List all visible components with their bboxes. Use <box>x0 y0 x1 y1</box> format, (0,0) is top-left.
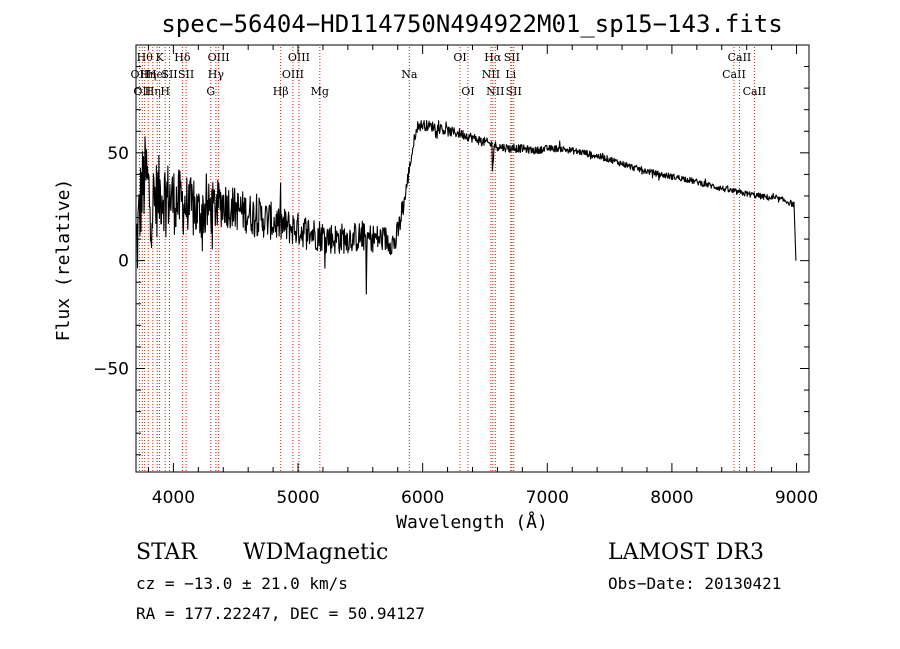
axis-ticks: 4000 5000 6000 7000 8000 9000 −50 0 50 <box>93 45 818 508</box>
spectral-line-label: SII <box>506 85 522 98</box>
y-tick-label: −50 <box>93 359 129 379</box>
spectral-line-label: CaII <box>722 68 746 81</box>
spectral-line-label: SII <box>178 68 194 81</box>
spectral-line-label: CaII <box>743 85 767 98</box>
spectral-line-label: Hγ <box>208 68 225 81</box>
x-tick-label: 6000 <box>401 488 444 508</box>
object-class: STAR <box>136 540 198 565</box>
spectral-line-label: Na <box>401 68 418 81</box>
y-tick-label: 0 <box>118 252 129 272</box>
redshift-cz: cz = −13.0 ± 21.0 km/s <box>136 574 348 593</box>
spectrum-layer <box>135 119 797 295</box>
ra-dec: RA = 177.22247, DEC = 50.94127 <box>136 604 425 623</box>
survey-name: LAMOST DR3 <box>608 540 764 565</box>
plot-frame <box>135 44 810 473</box>
x-axis-label: Wavelength (Å) <box>396 511 548 533</box>
y-axis-label: Flux (relative) <box>53 179 74 342</box>
chart-title: spec−56404−HD114750N494922M01_sp15−143.f… <box>161 10 782 38</box>
spectrum-line <box>135 119 797 295</box>
spectral-line-label: K <box>155 51 164 64</box>
spectral-line-label: G <box>206 85 215 98</box>
x-tick-label: 9000 <box>775 488 818 508</box>
spectral-line-markers: OIIOIIHθHηHηHeIKHSIIHδSIIGHγOIIIHβOIIIOI… <box>131 47 767 472</box>
spectral-line-label: Li <box>505 68 516 81</box>
spectral-line-label: Hη <box>140 68 156 81</box>
x-tick-label: 4000 <box>152 488 195 508</box>
spectral-line-label: OIII <box>208 51 230 64</box>
x-tick-label: 8000 <box>650 488 693 508</box>
y-tick-label: 50 <box>107 144 129 164</box>
x-tick-label: 7000 <box>526 488 569 508</box>
spectral-line-label: Hα <box>484 51 502 64</box>
x-tick-label: 5000 <box>276 488 319 508</box>
spectral-line-label: Hδ <box>174 51 191 64</box>
spectral-line-label: OIII <box>288 51 310 64</box>
spectral-line-label: NII <box>486 85 504 98</box>
spectral-line-label: CaII <box>728 51 752 64</box>
spectral-line-label: SII <box>161 68 177 81</box>
spectral-line-label: Hθ <box>137 51 154 64</box>
spectral-line-label: Mg <box>311 85 329 98</box>
spectral-line-label: Hβ <box>273 85 289 98</box>
spectral-line-label: SII <box>504 51 520 64</box>
spectral-line-label: OI <box>461 85 474 98</box>
spectral-line-label: OII <box>131 68 149 81</box>
object-subclass: WDMagnetic <box>243 540 388 565</box>
spectral-line-label: H <box>160 85 170 98</box>
spectral-line-label: Hη <box>145 85 161 98</box>
spectral-line-label: HeI <box>147 68 167 81</box>
spectral-line-label: NII <box>482 68 500 81</box>
spectral-line-label: OI <box>453 51 466 64</box>
obs-date: Obs−Date: 20130421 <box>608 574 781 593</box>
spectral-line-label: OIII <box>282 68 304 81</box>
